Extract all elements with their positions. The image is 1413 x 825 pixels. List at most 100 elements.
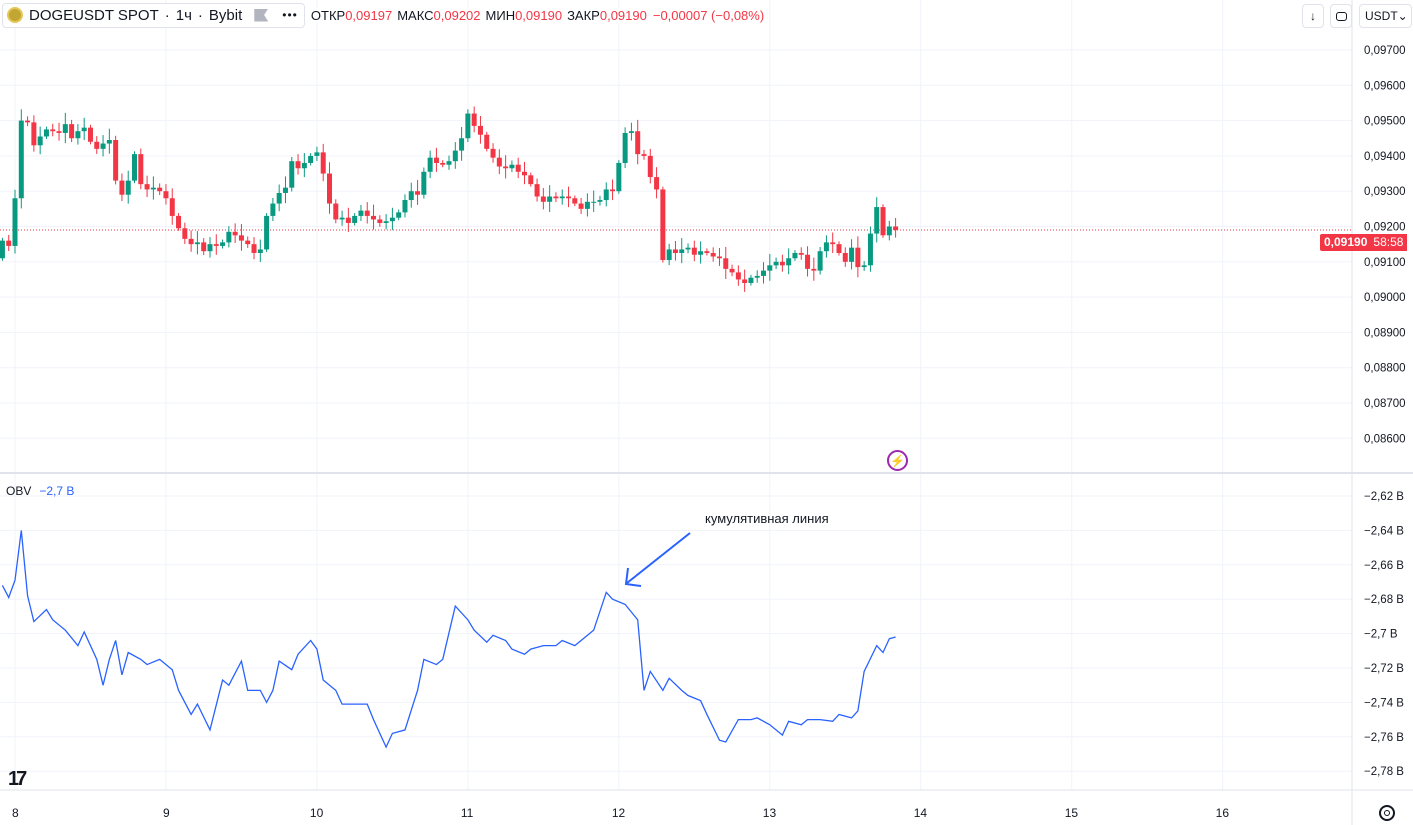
candle-body [635,131,641,155]
price-tick-label: 0,08700 [1364,398,1406,410]
currency-select[interactable]: USDT ⌄ [1359,4,1412,28]
candle [396,209,402,221]
candle-body [232,231,238,236]
candle-body [207,244,213,252]
candle-body [704,251,710,253]
price-tick-label: 0,09600 [1364,80,1406,92]
candle [18,109,24,209]
obv-tick-label: −2,74 B [1364,697,1404,709]
candle-body [647,155,653,178]
candle-body [528,175,534,185]
high-value: 0,09202 [433,7,481,23]
candle-body [62,124,68,133]
candle-body [389,217,395,222]
candle-body [144,184,150,190]
candle-body [773,261,779,266]
candle-body [43,129,49,137]
symbol-box[interactable]: DOGEUSDT SPOT · 1ч · Bybit ••• [2,2,305,28]
candle [509,160,515,173]
candle [836,241,842,256]
candle-body [69,124,75,139]
candle [773,257,779,270]
chevron-down-icon: ⌄ [1397,9,1408,23]
candle [276,184,282,212]
lightning-icon[interactable]: ⚡ [887,450,908,471]
candle [471,106,477,133]
candle-body [289,161,295,188]
candle-body [836,244,842,253]
candle [540,188,546,210]
candle [742,269,748,292]
candle [182,222,188,244]
candle-body [861,265,867,268]
candle-body [742,279,748,283]
candle-body [188,238,194,245]
price-tick-label: 0,08800 [1364,363,1406,375]
candle [786,248,792,275]
candle-body [735,272,741,280]
candle-body [591,201,597,203]
tradingview-logo[interactable]: 17 [8,768,27,790]
price-tick-label: 0,09100 [1364,257,1406,269]
candle [6,234,12,251]
candle [358,204,364,221]
candle-body [87,127,93,142]
candle-body [654,177,660,190]
candle [484,131,490,152]
obv-tick-label: −2,7 B [1364,629,1398,641]
candle [408,182,414,208]
candle-body [509,164,515,169]
candle [566,186,572,208]
candle-body [710,252,716,257]
settings-gear-icon[interactable] [1379,805,1395,821]
candle-body [465,113,471,139]
candle [616,160,622,194]
candle-body [792,252,798,259]
interval[interactable]: 1ч [175,6,192,24]
time-tick-label: 15 [1065,806,1079,820]
candle-body [622,132,628,163]
candle [194,231,200,255]
candle [893,218,899,238]
scroll-down-button[interactable]: ↓ [1302,4,1324,28]
candle [352,213,358,226]
candle [201,238,207,256]
annotation-text[interactable]: кумулятивная линия [705,511,829,526]
candle-body [754,275,760,278]
candle [50,123,56,137]
candle [635,119,641,165]
candle [830,232,836,254]
candle [150,176,156,200]
candle [591,190,597,212]
obv-tick-label: −2,76 B [1364,732,1404,744]
candle-body [421,171,427,195]
candle [710,247,716,262]
candle [75,124,81,145]
price-tick-label: 0,08900 [1364,327,1406,339]
flag-icon[interactable] [254,8,269,22]
candle-body [874,207,880,234]
candle [654,167,660,199]
candle [125,170,131,204]
candle-body [817,251,823,271]
auto-scale-button[interactable] [1330,4,1352,28]
open-value: 0,09197 [345,7,393,23]
candle-body [245,240,251,245]
candle-body [138,154,144,185]
obv-legend[interactable]: OBV −2,7 B [6,484,74,498]
candle-body [641,154,647,156]
candle-body [383,221,389,223]
candle-body [150,187,156,190]
more-icon[interactable]: ••• [282,8,298,22]
candle [339,210,345,226]
candle [415,179,421,205]
candle [220,239,226,249]
candle-body [849,247,855,262]
candle-body [566,196,572,199]
price-tick-label: 0,09000 [1364,292,1406,304]
candle [503,155,509,179]
low-value: 0,09190 [515,7,563,23]
candle [371,204,377,230]
candle [106,128,112,154]
